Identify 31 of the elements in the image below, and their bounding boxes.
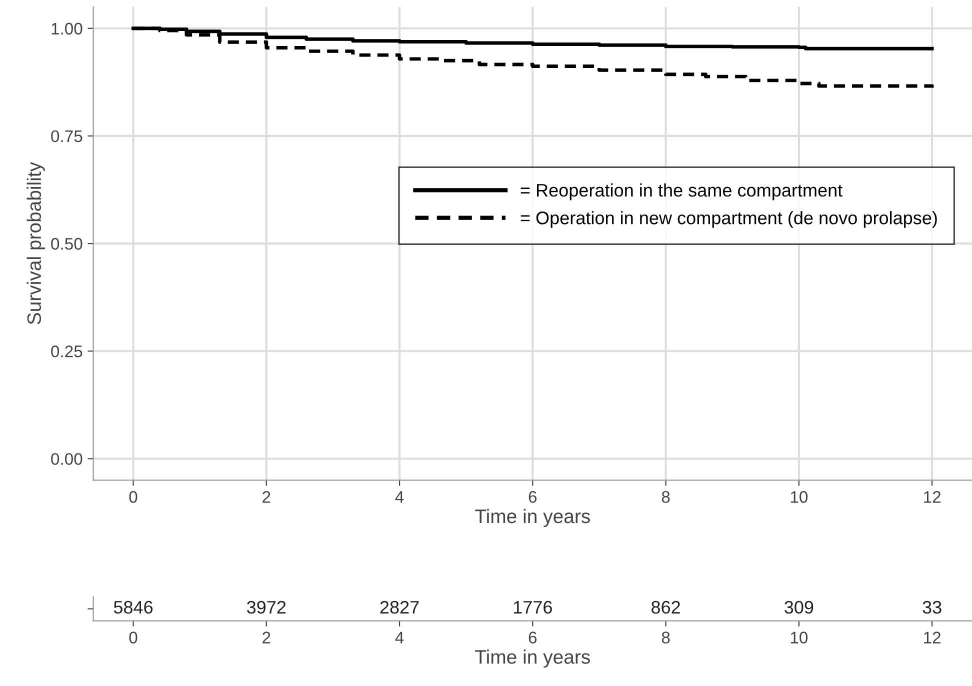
y-tick-label: 0.50	[51, 238, 82, 250]
y-tick-label: 1.00	[52, 22, 82, 35]
x-axis-title: Time in years	[475, 508, 590, 528]
x-tick-label: 8	[662, 491, 670, 503]
x-tick-label: 10	[790, 632, 808, 644]
x-tick-label: 10	[790, 491, 808, 503]
y-axis-title: Survival probability	[26, 162, 45, 324]
x-tick-label: 12	[924, 632, 940, 644]
x-tick-label: 2	[262, 632, 270, 644]
x-tick-label: 4	[395, 491, 404, 503]
data-label: 2827	[380, 600, 419, 614]
y-tick-label: 0.75	[51, 130, 82, 142]
data-label: 1776	[514, 600, 552, 614]
legend-label: = Operation in new compartment (de novo prolapse)	[520, 211, 937, 228]
legend-label: = Reoperation in the same compartment	[520, 183, 842, 200]
data-label: 309	[784, 600, 814, 614]
x-tick-label: 12	[924, 491, 940, 503]
x-tick-label: 6	[528, 491, 537, 503]
x-tick-label: 0	[129, 632, 138, 644]
data-label: 3972	[246, 600, 286, 614]
x-tick-label: 6	[528, 632, 537, 644]
x-tick-label: 8	[662, 632, 670, 644]
y-tick-label: 0.25	[51, 346, 82, 358]
data-label: 33	[922, 600, 942, 614]
x-tick-label: 2	[262, 491, 270, 503]
x-axis-title: Time in years	[475, 650, 590, 668]
data-label: 862	[652, 600, 680, 614]
x-tick-label: 0	[129, 491, 138, 503]
x-tick-label: 4	[395, 632, 404, 644]
data-label: 5846	[114, 600, 153, 614]
y-tick-label: 0.00	[51, 453, 82, 465]
